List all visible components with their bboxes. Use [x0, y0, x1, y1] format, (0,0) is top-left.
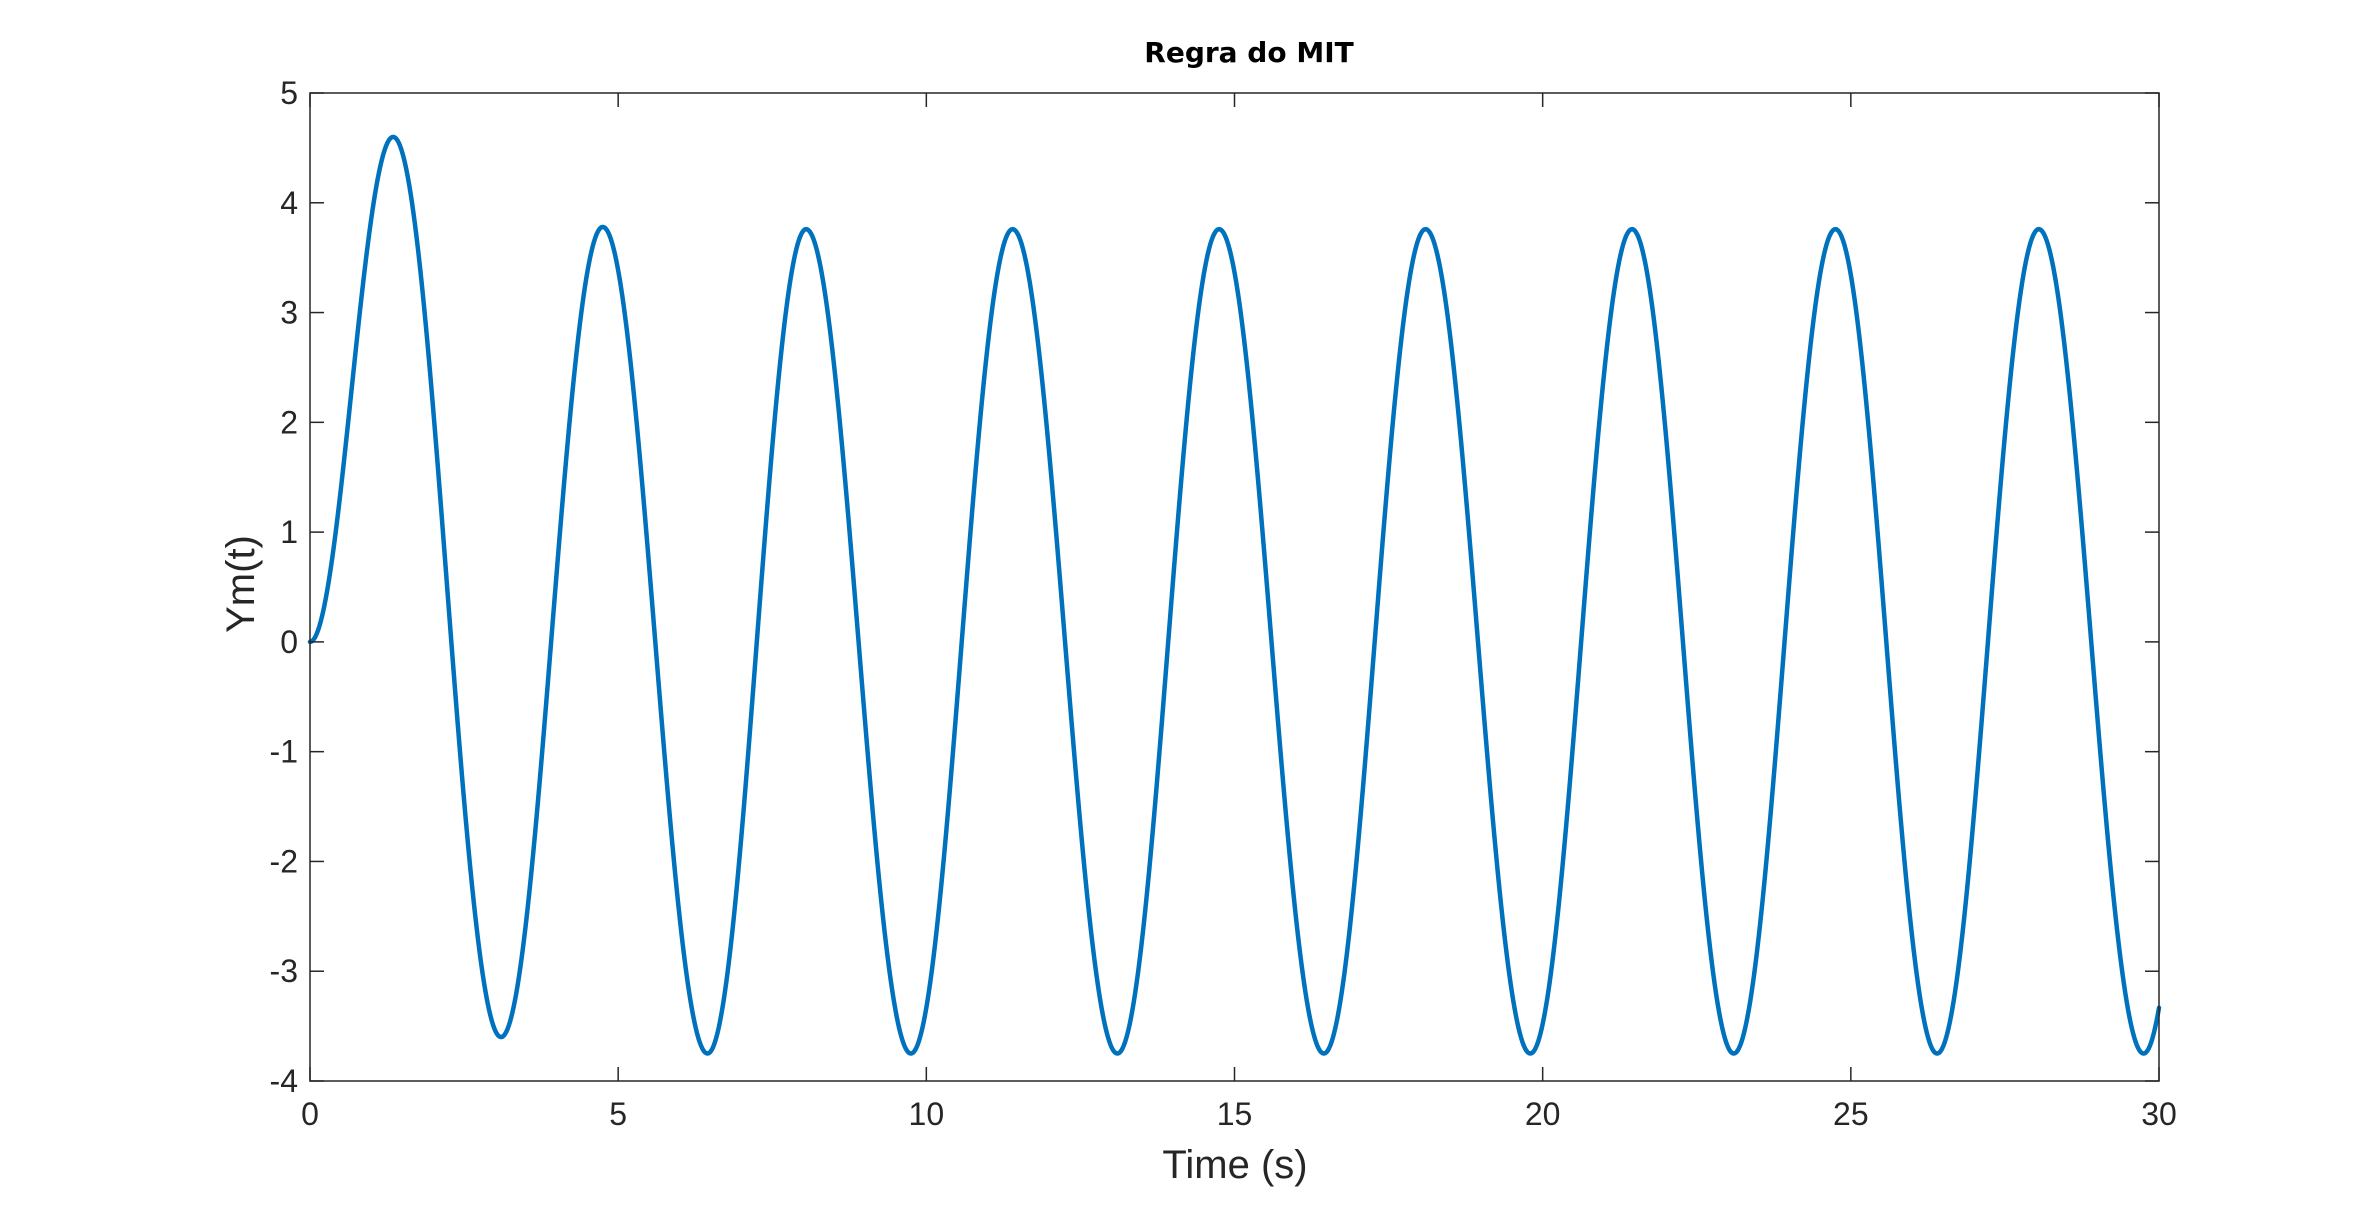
x-axis-ticks: 0 5 10 15 20 25 30: [301, 93, 2177, 1132]
chart-title: Regra do MIT: [1144, 36, 1353, 69]
y-tick-label: 2: [280, 404, 298, 440]
y-axis-label: Ym(t): [219, 535, 263, 633]
x-tick-label: 10: [909, 1096, 945, 1132]
y-tick-label: 5: [280, 75, 298, 111]
series-line-ym: [307, 134, 2162, 1056]
x-tick-label: 30: [2141, 1096, 2177, 1132]
x-tick-label: 20: [1525, 1096, 1561, 1132]
x-tick-label: 25: [1833, 1096, 1869, 1132]
y-tick-label: -3: [270, 953, 298, 989]
y-tick-label: 3: [280, 295, 298, 331]
x-tick-label: 0: [301, 1096, 319, 1132]
y-tick-label: 1: [280, 514, 298, 550]
x-tick-label: 5: [609, 1096, 627, 1132]
y-tick-label: 0: [280, 624, 298, 660]
y-tick-label: -4: [270, 1063, 298, 1099]
y-tick-label: -2: [270, 843, 298, 879]
y-tick-label: 4: [280, 185, 298, 221]
x-tick-label: 15: [1217, 1096, 1253, 1132]
y-tick-label: -1: [270, 734, 298, 770]
x-axis-label: Time (s): [1162, 1143, 1307, 1187]
plot-area: [307, 134, 2162, 1056]
y-axis-ticks: 5 4 3 2 1 0 -1 -2 -3 -4: [270, 75, 2159, 1099]
